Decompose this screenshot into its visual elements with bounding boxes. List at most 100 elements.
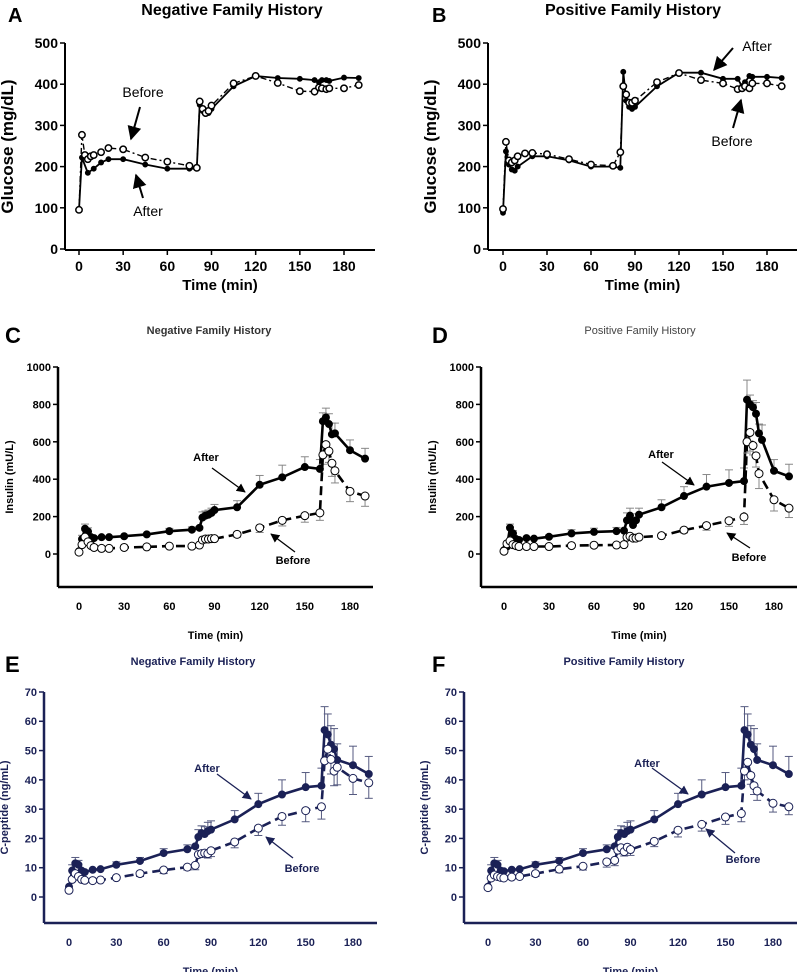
data-point xyxy=(332,762,342,772)
data-point xyxy=(119,145,128,154)
data-point xyxy=(80,868,89,877)
x-tick-label: 60 xyxy=(583,258,599,274)
x-tick-label: 60 xyxy=(163,601,175,613)
data-point xyxy=(105,533,114,542)
x-tick-label: 60 xyxy=(577,937,589,949)
y-tick-label: 0 xyxy=(31,892,37,904)
y-tick-label: 1000 xyxy=(450,362,474,374)
y-tick-label: 0 xyxy=(451,892,457,904)
data-point xyxy=(97,533,106,542)
x-axis-label: Time (min) xyxy=(188,630,244,642)
series-line xyxy=(502,427,790,552)
data-point xyxy=(675,69,683,78)
data-point xyxy=(182,862,192,872)
data-point xyxy=(165,527,174,536)
data-point xyxy=(749,403,757,412)
panel-letter: D xyxy=(432,323,448,348)
data-point xyxy=(499,873,509,883)
y-tick-label: 50 xyxy=(445,746,457,758)
data-point xyxy=(736,809,746,819)
annotation-arrow xyxy=(713,47,734,72)
annotation-arrow xyxy=(661,461,695,486)
y-axis-label: Glucose (mg/dL) xyxy=(421,79,440,213)
y-tick-label: 300 xyxy=(35,117,59,133)
data-point xyxy=(529,542,539,552)
data-point xyxy=(75,205,83,214)
y-tick-label: 10 xyxy=(445,863,457,875)
data-point xyxy=(622,90,631,99)
data-point xyxy=(777,82,786,91)
data-point xyxy=(64,885,74,895)
data-point xyxy=(657,503,666,512)
annotation-arrow xyxy=(132,173,147,199)
data-point xyxy=(251,72,260,80)
data-point xyxy=(301,806,311,816)
data-point xyxy=(619,540,629,550)
data-point xyxy=(89,542,99,552)
data-point xyxy=(734,75,741,82)
y-tick-label: 400 xyxy=(35,76,59,92)
y-tick-label: 100 xyxy=(35,200,59,216)
data-point xyxy=(277,515,287,525)
data-point xyxy=(190,860,200,870)
data-point xyxy=(164,165,171,172)
data-point xyxy=(74,547,84,557)
data-point xyxy=(746,770,756,780)
data-point xyxy=(725,478,733,487)
data-point xyxy=(531,860,540,869)
y-axis-label: Insulin (mU/L) xyxy=(427,440,439,514)
x-tick-label: 30 xyxy=(110,937,122,949)
data-point xyxy=(610,855,620,865)
data-point xyxy=(97,148,106,157)
y-tick-label: 20 xyxy=(25,833,37,845)
data-point xyxy=(355,75,362,81)
y-axis-label: C-peptide (ng/mL) xyxy=(419,760,431,854)
data-point xyxy=(136,856,144,865)
y-tick-label: 300 xyxy=(458,117,482,133)
y-tick-label: 200 xyxy=(33,512,51,524)
data-point xyxy=(740,766,749,776)
x-tick-label: 180 xyxy=(764,937,782,949)
data-point xyxy=(602,857,612,867)
data-point xyxy=(748,441,758,451)
data-point xyxy=(626,511,634,520)
annotation-label-after: After xyxy=(193,452,219,464)
annotation-arrow xyxy=(651,767,689,795)
annotation-label-before: Before xyxy=(726,854,761,866)
panel-a: A Negative Family History0100200300400500… xyxy=(0,2,375,294)
annotation-arrow xyxy=(270,533,296,553)
data-point xyxy=(753,755,762,764)
series-before xyxy=(499,427,794,556)
series-after xyxy=(75,407,370,556)
data-point xyxy=(206,846,216,856)
x-tick-label: 0 xyxy=(485,937,491,949)
y-tick-label: 70 xyxy=(445,687,457,699)
data-point xyxy=(89,151,98,160)
data-point xyxy=(697,819,707,829)
data-point xyxy=(680,492,688,501)
x-tick-label: 30 xyxy=(118,601,130,613)
data-point xyxy=(277,811,287,821)
data-point xyxy=(159,849,168,858)
data-point xyxy=(295,87,304,96)
data-point xyxy=(233,503,242,512)
data-point xyxy=(752,409,760,418)
y-tick-label: 500 xyxy=(35,35,59,51)
data-point xyxy=(278,473,287,482)
y-tick-label: 40 xyxy=(445,775,457,787)
x-tick-label: 0 xyxy=(501,601,507,613)
data-point xyxy=(522,534,531,543)
data-point xyxy=(183,845,192,854)
x-tick-label: 150 xyxy=(716,937,734,949)
data-point xyxy=(499,205,507,213)
x-tick-label: 0 xyxy=(66,937,72,949)
annotation-arrow xyxy=(705,828,736,854)
annotation-arrow xyxy=(216,773,252,800)
annotation-label-before: Before xyxy=(732,552,767,564)
series-before xyxy=(74,440,370,557)
data-point xyxy=(119,542,129,552)
data-point xyxy=(507,865,516,874)
x-axis-label: Time (min) xyxy=(611,630,667,642)
annotation-label-after: After xyxy=(742,38,772,54)
